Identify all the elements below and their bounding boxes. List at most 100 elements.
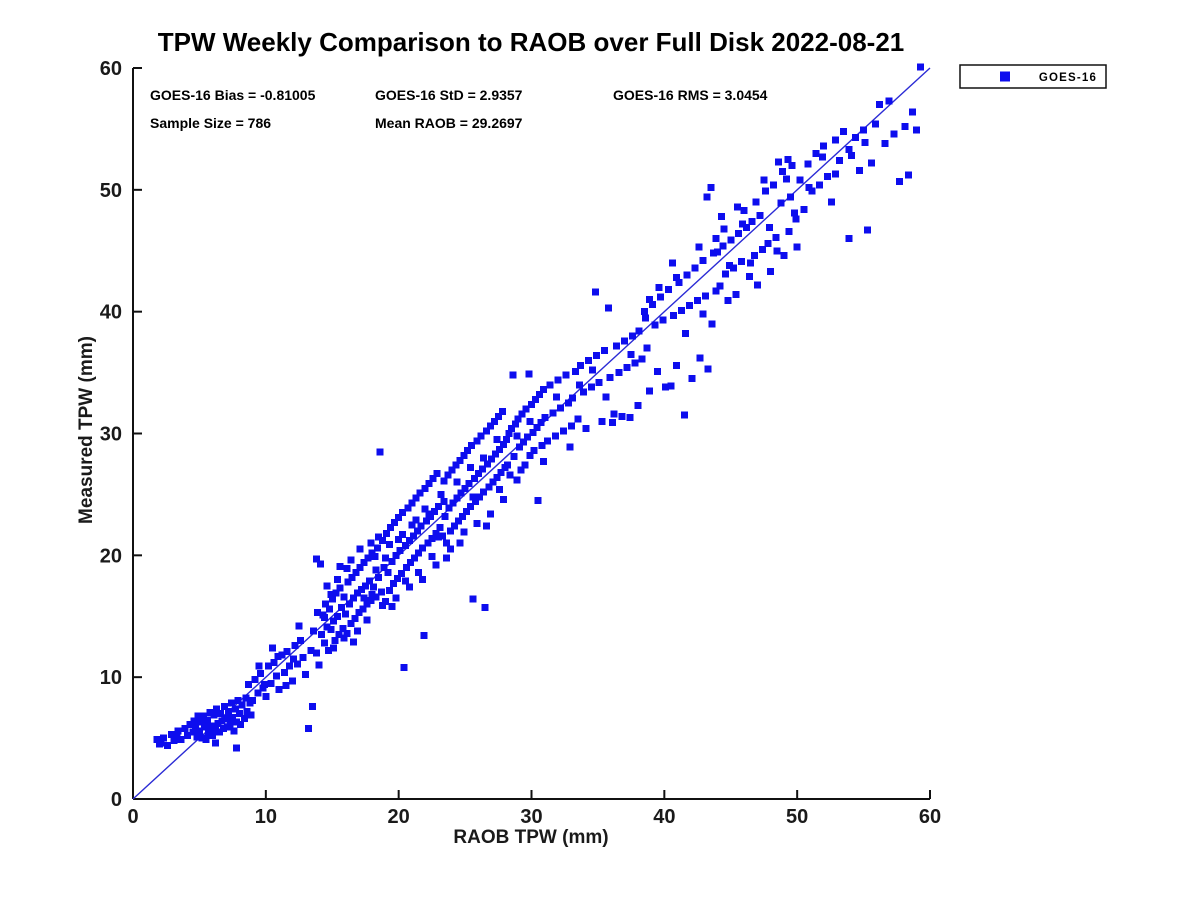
data-point-marker	[334, 576, 342, 584]
data-point-marker	[352, 568, 360, 576]
data-point-marker	[326, 605, 334, 613]
data-point-marker	[490, 417, 498, 425]
data-point-marker	[567, 422, 575, 430]
data-point-marker	[288, 677, 296, 685]
data-point-marker	[385, 540, 393, 548]
data-point-marker	[569, 394, 577, 402]
data-point-marker	[751, 252, 759, 260]
data-point-marker	[164, 741, 172, 749]
data-point-marker	[601, 347, 609, 355]
data-point-marker	[330, 617, 338, 625]
data-point-marker	[743, 224, 751, 232]
data-point-marker	[416, 489, 424, 497]
data-point-marker	[245, 680, 253, 688]
data-point-marker	[380, 564, 388, 572]
data-point-marker	[425, 479, 433, 487]
data-point-marker	[856, 166, 864, 174]
data-point-marker	[423, 517, 431, 525]
data-point-marker	[579, 388, 587, 396]
data-point-marker	[506, 471, 514, 479]
data-point-marker	[421, 505, 429, 513]
data-point-marker	[724, 297, 732, 305]
data-point-marker	[299, 654, 307, 662]
data-point-marker	[752, 198, 760, 206]
data-point-marker	[174, 727, 182, 735]
data-point-marker	[716, 282, 724, 290]
data-point-marker	[759, 246, 767, 254]
y-tick-label: 60	[100, 58, 122, 80]
legend-label: GOES-16	[1039, 72, 1097, 84]
data-point-marker	[494, 412, 502, 420]
data-point-marker	[753, 281, 761, 289]
data-point-marker	[589, 366, 597, 374]
data-point-marker	[606, 373, 614, 381]
data-point-marker	[845, 235, 853, 243]
data-point-marker	[559, 427, 567, 435]
data-point-marker	[351, 615, 359, 623]
data-point-marker	[615, 369, 623, 377]
data-point-marker	[330, 644, 338, 652]
data-point-marker	[664, 286, 672, 294]
data-point-marker	[651, 321, 659, 329]
data-point-marker	[747, 259, 755, 267]
data-point-marker	[546, 381, 554, 389]
data-point-marker	[735, 230, 743, 238]
data-point-marker	[376, 448, 384, 456]
data-point-marker	[474, 470, 482, 478]
data-point-marker	[549, 409, 557, 417]
data-point-marker	[525, 370, 533, 378]
data-point-marker	[729, 264, 737, 272]
data-point-marker	[177, 735, 185, 743]
data-point-marker	[210, 711, 218, 719]
data-point-marker	[356, 564, 364, 572]
x-tick-label: 0	[127, 806, 138, 828]
data-point-marker	[428, 553, 436, 561]
data-point-marker	[399, 531, 407, 539]
data-point-marker	[388, 557, 396, 565]
data-point-marker	[401, 542, 409, 550]
data-point-marker	[497, 468, 505, 476]
data-point-marker	[320, 613, 328, 621]
data-point-marker	[708, 320, 716, 328]
data-point-marker	[441, 512, 449, 520]
data-point-marker	[493, 473, 501, 481]
data-point-marker	[598, 417, 606, 425]
data-point-marker	[812, 149, 820, 157]
data-point-marker	[327, 590, 335, 598]
data-point-marker	[381, 598, 389, 606]
data-point-marker	[713, 248, 721, 256]
data-point-marker	[442, 539, 450, 547]
data-point-marker	[638, 355, 646, 363]
data-point-marker	[643, 344, 651, 352]
data-point-marker	[737, 258, 745, 266]
data-point-marker	[486, 510, 494, 518]
data-point-marker	[342, 610, 350, 618]
data-point-marker	[840, 127, 848, 135]
data-point-marker	[470, 475, 478, 483]
data-point-marker	[408, 499, 416, 507]
data-point-marker	[828, 198, 836, 206]
data-point-marker	[323, 623, 331, 631]
data-point-marker	[464, 447, 472, 455]
data-point-marker	[347, 620, 355, 628]
data-point-marker	[407, 559, 415, 567]
data-point-marker	[350, 638, 358, 646]
data-point-marker	[375, 573, 383, 581]
data-point-marker	[432, 561, 440, 569]
data-point-marker	[502, 436, 510, 444]
data-point-marker	[454, 517, 462, 525]
data-point-marker	[186, 721, 194, 729]
data-point-marker	[268, 644, 276, 652]
data-point-marker	[725, 261, 733, 269]
data-point-marker	[720, 225, 728, 233]
data-point-marker	[543, 437, 551, 445]
data-point-marker	[235, 710, 243, 718]
data-point-marker	[213, 705, 221, 713]
data-point-marker	[198, 734, 206, 742]
data-point-marker	[219, 724, 227, 732]
data-point-marker	[367, 539, 375, 547]
data-point-marker	[656, 293, 664, 301]
data-point-marker	[458, 512, 466, 520]
data-point-marker	[551, 432, 559, 440]
data-point-marker	[646, 387, 654, 395]
